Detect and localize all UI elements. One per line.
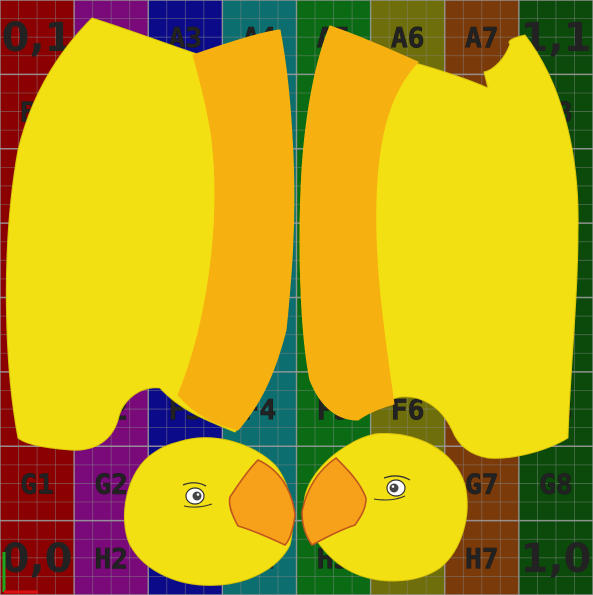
axis-gizmo-icon	[2, 552, 38, 594]
cell-label: H7	[465, 542, 499, 575]
left-head-piece	[124, 437, 296, 586]
left-beak-shape	[228, 459, 296, 546]
left-body-piece	[5, 17, 295, 451]
cell-label: G2	[94, 467, 128, 500]
right-beak-shape	[301, 456, 367, 547]
cell-label: H2	[94, 542, 128, 575]
cell-label: G8	[539, 467, 573, 500]
right-band-shape	[299, 25, 419, 421]
cell-label: A6	[391, 21, 425, 54]
cell-label: G1	[20, 467, 54, 500]
cell-label: A3	[168, 21, 202, 54]
corner-uv-label: 0,1	[2, 15, 73, 61]
corner-uv-label: 1,0	[521, 536, 592, 582]
left-eye-icon	[182, 482, 213, 508]
cell-label: A7	[465, 21, 499, 54]
right-eye-icon	[373, 475, 411, 501]
right-body-piece	[299, 25, 579, 459]
left-band-shape	[177, 29, 294, 431]
cell-label: G7	[465, 467, 499, 500]
right-head-piece	[301, 432, 468, 582]
corner-uv-label: 0,0	[2, 536, 73, 582]
